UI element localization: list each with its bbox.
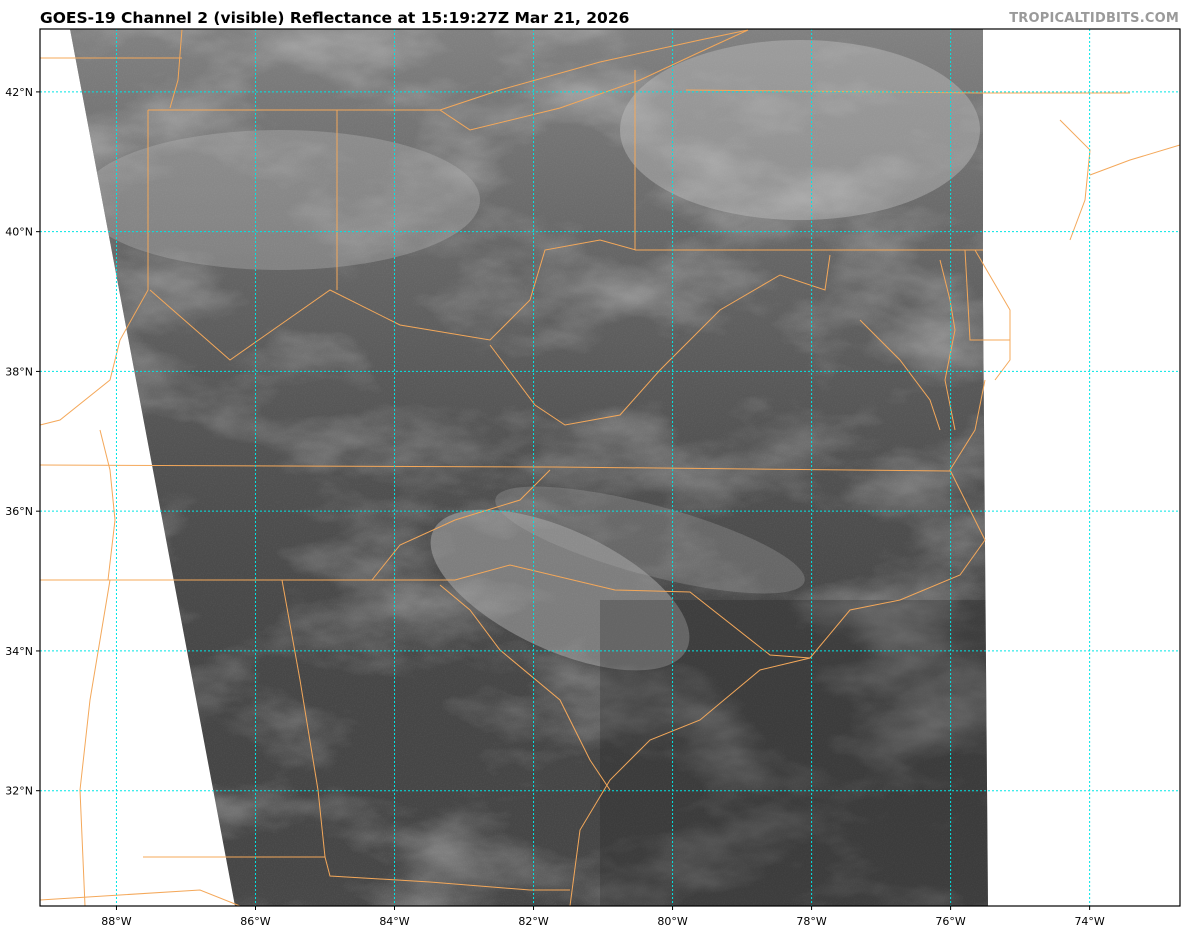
axes-frame	[39, 28, 1181, 907]
ga-sc-border	[439, 584, 611, 791]
lake-michigan	[169, 29, 183, 109]
ky-va-wv-border	[489, 254, 831, 426]
ohio-river	[149, 239, 637, 361]
al-ga-border	[281, 579, 326, 858]
map-title: GOES-19 Channel 2 (visible) Reflectance …	[40, 9, 630, 27]
de-md-border	[964, 249, 1010, 341]
political-borders	[40, 29, 1180, 906]
gulf-coast	[40, 889, 241, 906]
ms-al-border	[79, 579, 111, 906]
fl-border	[143, 856, 570, 891]
lon-label: 88°W	[101, 915, 131, 928]
lon-label: 74°W	[1074, 915, 1104, 928]
lon-label: 78°W	[796, 915, 826, 928]
nc-sc-border	[371, 469, 551, 581]
chesapeake-bay	[939, 259, 956, 431]
sc-nc-border	[454, 564, 811, 659]
ny-border	[1059, 119, 1091, 241]
lon-label: 76°W	[935, 915, 965, 928]
va-rivers	[859, 319, 941, 431]
lon-label: 82°W	[518, 915, 548, 928]
lat-label: 40°N	[5, 226, 33, 239]
il-west-border	[40, 289, 149, 426]
axis-ticks: 88°W 86°W 84°W 82°W 80°W 78°W 76°W 74°W 42°N 40°N…	[5, 86, 1105, 928]
lon-label: 80°W	[657, 915, 687, 928]
ms-river	[99, 429, 116, 581]
ny-coast	[1089, 144, 1180, 176]
lat-label: 34°N	[5, 645, 33, 658]
lat-label: 38°N	[5, 365, 33, 378]
graticule	[40, 29, 1180, 906]
lon-label: 86°W	[240, 915, 270, 928]
atlantic-coast	[569, 379, 986, 906]
ky-tn-border	[40, 464, 951, 472]
ny-pa-border	[685, 89, 1130, 94]
lat-label: 32°N	[5, 785, 33, 798]
lake-erie	[438, 29, 749, 131]
satellite-imagery	[70, 29, 988, 906]
lon-label: 84°W	[379, 915, 409, 928]
site-credit: TROPICALTIDBITS.COM	[1009, 11, 1179, 26]
nj-coast	[974, 249, 1011, 381]
lat-label: 36°N	[5, 505, 33, 518]
lat-label: 42°N	[5, 86, 33, 99]
